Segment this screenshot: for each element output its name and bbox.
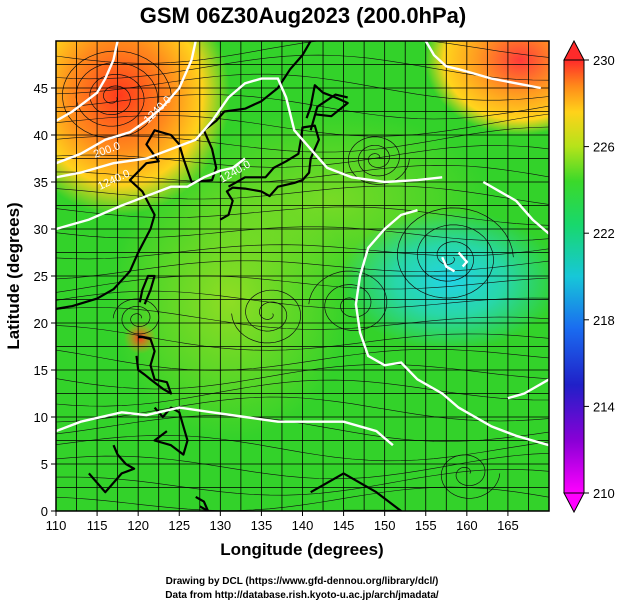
x-tick-label: 155	[415, 518, 437, 533]
streamline-vortex	[62, 50, 172, 139]
x-tick-label: 135	[251, 518, 273, 533]
coastline	[153, 406, 189, 456]
coastline	[56, 41, 312, 310]
contour-line	[56, 157, 246, 231]
contour-line	[56, 77, 443, 184]
coastline	[310, 472, 403, 511]
streamline-vortex	[231, 289, 301, 344]
y-tick-label: 25	[34, 269, 48, 284]
y-tick-label: 5	[41, 457, 48, 472]
coastline	[305, 84, 349, 119]
field-warm-nw	[56, 41, 230, 215]
coastline	[88, 444, 136, 494]
y-tick-label: 15	[34, 363, 48, 378]
coastline	[138, 274, 156, 305]
y-axis-ticks: 0 5 10 15 20 25 30 35 40 45	[34, 81, 56, 519]
x-axis-ticks: 110 115 120 125 130 135 140 145 150 155 160 165	[46, 511, 519, 533]
streamline-vortex	[440, 454, 501, 499]
x-tick-label: 140	[292, 518, 314, 533]
x-tick-label: 165	[497, 518, 519, 533]
colorbar-bar	[563, 59, 585, 494]
coastline	[219, 124, 320, 221]
contour-line	[424, 41, 542, 90]
x-tick-label: 150	[374, 518, 396, 533]
contour-line	[482, 180, 549, 235]
coastline	[309, 93, 348, 131]
x-tick-label: 145	[333, 518, 355, 533]
y-tick-label: 35	[34, 175, 48, 190]
x-tick-label: 110	[46, 518, 67, 533]
chart-title: GSM 06Z30Aug2023 (200.0hPa)	[140, 3, 466, 28]
coastlines	[56, 41, 403, 511]
x-tick-label: 130	[209, 518, 231, 533]
colorbar-tick-label: 230	[593, 53, 615, 68]
streamline-vortex	[397, 207, 514, 299]
colorbar-top-arrow	[563, 39, 585, 61]
coastline	[195, 495, 210, 511]
x-tick-label: 115	[87, 518, 108, 533]
y-tick-label: 20	[34, 316, 48, 331]
colorbar: 230 226 222 218 214 210	[563, 39, 615, 514]
credit-line-1: Drawing by DCL (https://www.gfd-dennou.o…	[166, 576, 439, 587]
colorbar-bottom-arrow	[563, 492, 585, 514]
field-cool-spot	[340, 210, 549, 350]
plot-area: 200.0 1240.0 1240.0 1240.0	[56, 41, 549, 511]
contour-line	[507, 378, 549, 400]
y-tick-label: 10	[34, 410, 48, 425]
y-tick-label: 0	[41, 504, 48, 519]
x-axis-label: Longitude (degrees)	[220, 540, 383, 559]
contour-lines	[56, 41, 549, 447]
x-tick-label: 125	[168, 518, 190, 533]
y-tick-label: 40	[34, 128, 48, 143]
y-axis-label: Latitude (degrees)	[4, 202, 23, 349]
contour-line	[441, 256, 456, 273]
colorbar-ticks: 230 226 222 218 214 210	[584, 53, 615, 501]
colorbar-tick-label: 218	[593, 313, 615, 328]
colorbar-tick-label: 226	[593, 140, 615, 155]
y-tick-label: 45	[34, 81, 48, 96]
gridlines	[56, 41, 549, 511]
contour-line	[457, 251, 469, 268]
x-tick-label: 120	[127, 518, 149, 533]
y-tick-label: 30	[34, 222, 48, 237]
x-tick-label: 160	[456, 518, 478, 533]
contour-line	[56, 41, 119, 122]
colorbar-tick-label: 222	[593, 226, 615, 241]
contour-line	[56, 406, 394, 447]
colorbar-tick-label: 214	[593, 399, 615, 414]
coastline	[135, 336, 173, 395]
credit-line-2: Data from http://database.rish.kyoto-u.a…	[165, 590, 439, 601]
contour-line	[354, 209, 549, 447]
colorbar-tick-label: 210	[593, 486, 615, 501]
contour-line	[56, 41, 197, 165]
